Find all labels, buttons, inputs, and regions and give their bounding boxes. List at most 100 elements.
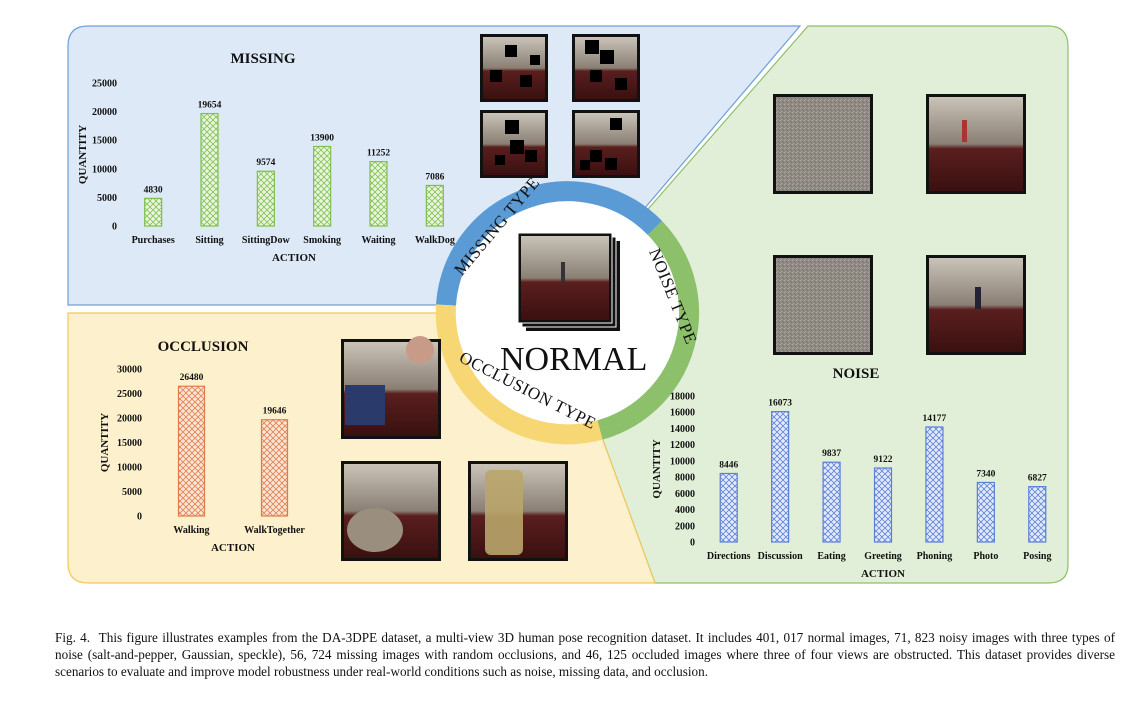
caption-label: Fig. 4. bbox=[55, 630, 91, 645]
x-tick-label: Sitting bbox=[195, 235, 223, 246]
x-tick-label: Photo bbox=[973, 551, 998, 562]
x-tick-label: Waiting bbox=[362, 235, 396, 246]
scene-with-black-squares-icon bbox=[480, 34, 548, 102]
y-tick-label: 5000 bbox=[97, 193, 117, 204]
scene-with-black-squares-icon bbox=[480, 110, 548, 178]
occlusion-chart: OCCLUSION 0 5000 10000 15000 20000 25000 30000 2… bbox=[99, 339, 305, 554]
bar-value-label: 19646 bbox=[263, 407, 287, 417]
bar bbox=[976, 481, 995, 543]
y-tick-label: 10000 bbox=[117, 463, 142, 474]
y-tick-label: 15000 bbox=[92, 136, 117, 147]
x-tick-label: Phoning bbox=[917, 551, 953, 562]
bar bbox=[144, 197, 163, 227]
y-tick-label: 8000 bbox=[675, 473, 695, 484]
scene-photo-icon bbox=[926, 255, 1026, 355]
y-tick-label: 25000 bbox=[92, 79, 117, 90]
y-axis-label: QUANTITY bbox=[99, 413, 111, 472]
bar-value-label: 16073 bbox=[768, 399, 792, 409]
stacked-scene-photos-icon bbox=[517, 232, 620, 331]
bar bbox=[873, 467, 893, 543]
noisy-scene-icon bbox=[773, 255, 873, 355]
scene-with-black-squares-icon bbox=[572, 34, 640, 102]
bar-value-label: 9837 bbox=[822, 449, 841, 459]
occlusion-thumbnails bbox=[341, 336, 568, 561]
bar bbox=[177, 385, 206, 517]
x-tick-label: Posing bbox=[1023, 551, 1051, 562]
y-tick-label: 20000 bbox=[92, 107, 117, 118]
bar bbox=[925, 426, 944, 543]
x-tick-label: Discussion bbox=[758, 551, 803, 562]
bar-value-label: 9122 bbox=[874, 455, 893, 465]
missing-arc bbox=[436, 181, 663, 306]
bar bbox=[1028, 486, 1047, 543]
y-tick-label: 0 bbox=[137, 512, 142, 523]
noisy-scene-icon bbox=[773, 94, 873, 194]
bar bbox=[256, 170, 275, 227]
scene-photo-icon bbox=[926, 94, 1026, 194]
x-axis-label: ACTION bbox=[272, 252, 316, 264]
y-tick-label: 0 bbox=[690, 538, 695, 549]
bar bbox=[425, 184, 444, 227]
y-tick-label: 18000 bbox=[670, 392, 695, 403]
x-tick-label: Smoking bbox=[303, 235, 341, 246]
y-tick-label: 6000 bbox=[675, 489, 695, 500]
occluded-scene-icon bbox=[341, 336, 441, 439]
y-tick-label: 15000 bbox=[117, 438, 142, 449]
x-tick-label: Eating bbox=[817, 551, 845, 562]
y-tick-label: 16000 bbox=[670, 408, 695, 419]
bar bbox=[822, 461, 841, 543]
noise-chart: NOISE 0 2000 4000 6000 8000 10000 12000 14000 160… bbox=[651, 366, 1051, 580]
normal-label: NORMAL bbox=[500, 341, 647, 378]
y-tick-label: 2000 bbox=[675, 521, 695, 532]
y-tick-label: 14000 bbox=[670, 424, 695, 435]
y-tick-label: 5000 bbox=[122, 487, 142, 498]
occluded-scene-icon bbox=[468, 461, 568, 561]
bar bbox=[200, 112, 219, 227]
x-axis-label: ACTION bbox=[861, 568, 905, 580]
y-axis-label: QUANTITY bbox=[77, 125, 89, 184]
bar-value-label: 7340 bbox=[976, 469, 995, 479]
y-tick-label: 20000 bbox=[117, 414, 142, 425]
noise-thumbnails bbox=[773, 94, 1026, 355]
bar bbox=[313, 145, 332, 227]
chart-title: OCCLUSION bbox=[158, 339, 249, 355]
bar-value-label: 26480 bbox=[180, 373, 204, 383]
bar-value-label: 4830 bbox=[144, 185, 163, 195]
bar bbox=[719, 472, 738, 543]
occluded-scene-icon bbox=[341, 461, 441, 561]
missing-chart: MISSING 0 5000 10000 15000 20000 25000 4830 Purc… bbox=[77, 51, 455, 264]
bar-value-label: 19654 bbox=[198, 101, 222, 111]
x-tick-label: SittingDow bbox=[242, 235, 291, 246]
caption-text: This figure illustrates examples from th… bbox=[55, 630, 1116, 679]
x-tick-label: WalkTogether bbox=[244, 525, 305, 536]
y-tick-label: 4000 bbox=[675, 505, 695, 516]
bar-value-label: 7086 bbox=[425, 172, 444, 182]
x-axis-label: ACTION bbox=[211, 542, 255, 554]
bar-value-label: 9574 bbox=[256, 158, 275, 168]
chart-title: MISSING bbox=[230, 51, 295, 67]
y-tick-label: 12000 bbox=[670, 440, 695, 451]
x-tick-label: Greeting bbox=[864, 551, 902, 562]
bar-value-label: 13900 bbox=[310, 133, 334, 143]
bar-value-label: 14177 bbox=[923, 414, 947, 424]
bar bbox=[260, 419, 289, 517]
bar-value-label: 6827 bbox=[1028, 474, 1047, 484]
chart-title: NOISE bbox=[833, 366, 880, 382]
y-tick-label: 10000 bbox=[92, 164, 117, 175]
y-tick-label: 30000 bbox=[117, 365, 142, 376]
missing-thumbnails bbox=[480, 34, 640, 178]
x-tick-label: Purchases bbox=[132, 235, 175, 246]
x-tick-label: Walking bbox=[173, 525, 209, 536]
y-tick-label: 10000 bbox=[670, 456, 695, 467]
noise-arc bbox=[597, 221, 699, 440]
figure-caption: Fig. 4. This figure illustrates examples… bbox=[55, 629, 1115, 680]
y-tick-label: 25000 bbox=[117, 389, 142, 400]
bar-value-label: 11252 bbox=[367, 149, 390, 159]
occlusion-arc bbox=[435, 304, 603, 445]
bar bbox=[771, 411, 790, 543]
y-axis-label: QUANTITY bbox=[651, 439, 663, 498]
dataset-figure: MISSING TYPE NOISE TYPE OCCLUSION TYPE N… bbox=[67, 25, 1069, 584]
x-tick-label: WalkDog bbox=[415, 235, 455, 246]
y-tick-label: 0 bbox=[112, 222, 117, 233]
x-tick-label: Directions bbox=[707, 551, 751, 562]
